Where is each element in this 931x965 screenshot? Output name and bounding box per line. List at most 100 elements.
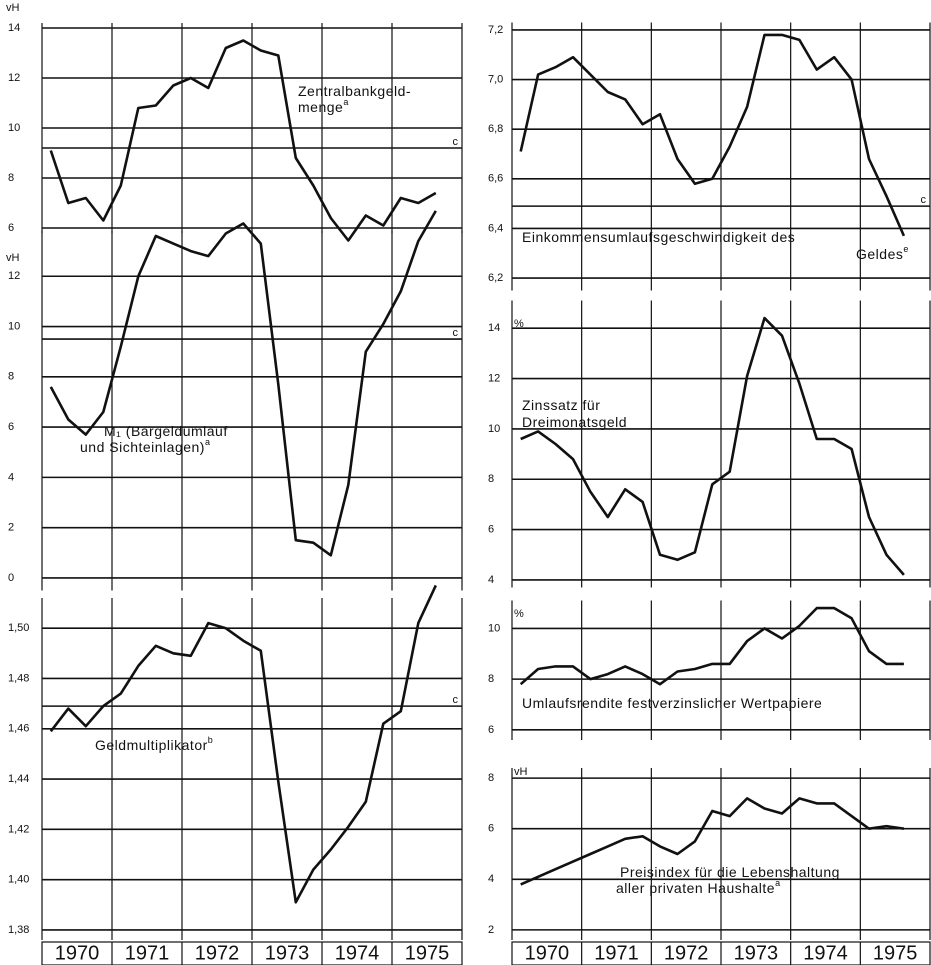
y-tick-label: 1,50 [8,622,29,634]
series-label: Umlaufsrendite festverzinslicher Wertpap… [522,695,822,711]
series-label-line: menge [298,99,343,115]
series-label-line: Umlaufsrendite festverzinslicher Wertpap… [522,695,822,711]
unit-label: % [514,318,524,330]
series-label: Zinssatz für [522,397,600,413]
y-tick-label: 12 [8,270,20,282]
reference-label: c [921,194,927,206]
footnote-mark: a [775,878,781,888]
y-tick-label: 6,2 [488,272,503,284]
y-tick-label: 2 [8,522,14,534]
series-label-line: Zentralbankgeld- [298,83,411,99]
series-label: mengea [298,97,349,114]
panel: 2 4 6 8 vH 1970 1971 1972 1973 1974 1975 Preisindex… [488,766,931,965]
x-tick-label: 1971 [125,942,170,964]
unit-label: vH [6,2,20,14]
y-tick-label: 4 [488,574,494,586]
footnote-mark: e [903,244,909,254]
y-tick-label: 12 [8,72,20,84]
line-series [520,316,905,576]
series-label-line: und Sichteinlagen) [80,439,205,455]
x-tick-label: 1970 [525,942,570,964]
y-tick-label: 10 [8,320,20,332]
series-label-line: Geldes [856,246,903,262]
y-tick-label: 1,38 [8,924,29,936]
panel: 1,38 1,40 1,42 1,44 1,46 1,48 1,50 c 1970 1971 197… [8,584,463,965]
x-tick-label: 1975 [873,942,918,964]
y-tick-label: 1,44 [8,773,29,785]
y-tick-label: 12 [488,372,500,384]
reference-label: c [453,694,459,706]
series-label-line: Geldmultiplikator [95,737,208,753]
y-tick-label: 6 [8,222,14,234]
series-label-line: M₁ (Bargeldumlauf [104,423,228,439]
series-label-line: Zinssatz für [522,397,600,413]
y-tick-label: 6 [488,724,494,736]
line-series [519,606,904,686]
footnote-mark: a [205,437,211,447]
series-label: Zentralbankgeld- [298,83,411,99]
y-tick-label: 10 [488,622,500,634]
footnote-mark: a [343,97,349,107]
y-tick-label: 8 [8,371,14,383]
y-tick-label: 7,2 [488,24,503,36]
y-tick-label: 2 [488,924,494,936]
panel: 6,2 6,4 6,6 6,8 7,0 7,2 c Einkommensumlaufsgesc… [488,22,931,291]
y-tick-label: 8 [488,673,494,685]
x-tick-label: 1974 [335,942,380,964]
y-tick-label: 1,48 [8,672,29,684]
y-tick-label: 1,40 [8,874,29,886]
line-series [49,210,437,557]
line-series [49,584,437,904]
series-label-line: Preisindex für die Lebenshaltung [620,864,840,880]
y-tick-label: 10 [488,423,500,435]
reference-label: c [453,327,459,339]
series-label: und Sichteinlagen)a [80,437,211,454]
series-label: aller privaten Haushaltea [616,878,781,895]
series-label: Einkommensumlaufsgeschwindigkeit des [522,229,795,245]
series-label: Preisindex für die Lebenshaltung [620,864,840,880]
y-tick-label: 1,46 [8,723,29,735]
y-tick-label: 0 [8,572,14,584]
y-tick-label: 6 [8,421,14,433]
panel: 6 8 10% Umlaufsrendite festverzinslicher We… [488,600,931,740]
line-series [49,39,437,242]
y-tick-label: 1,42 [8,823,29,835]
y-tick-label: 8 [488,772,494,784]
series-label-line: Einkommensumlaufsgeschwindigkeit des [522,229,795,245]
x-tick-label: 1972 [195,942,240,964]
y-tick-label: 6 [488,823,494,835]
y-tick-label: 10 [8,122,20,134]
footnote-mark: b [208,735,214,745]
y-tick-label: 4 [488,873,494,885]
series-label: Geldese [856,244,909,261]
series-label: Geldmultiplikatorb [95,735,213,752]
x-tick-label: 1973 [265,942,310,964]
y-tick-label: 8 [488,473,494,485]
x-tick-label: 1970 [55,942,100,964]
series-label-line: Dreimonatsgeld [522,414,627,430]
series-label: M₁ (Bargeldumlauf [104,423,228,439]
unit-label: vH [6,252,20,264]
y-tick-label: 8 [8,172,14,184]
line-series [520,797,905,886]
y-tick-label: 7,0 [488,73,503,85]
panel: 6 8 10 12 14 vH c Zentralbankgeld-mengea [6,2,463,242]
series-label: Dreimonatsgeld [522,414,627,430]
y-tick-label: 14 [8,22,20,34]
x-tick-label: 1975 [405,942,450,964]
x-tick-label: 1972 [664,942,709,964]
y-tick-label: 6,8 [488,123,503,135]
unit-label: vH [514,766,528,778]
x-tick-label: 1971 [594,942,639,964]
unit-label: % [514,608,524,620]
y-tick-label: 6,4 [488,222,503,234]
y-tick-label: 6,6 [488,173,503,185]
reference-label: c [453,136,459,148]
line-series [519,33,906,237]
y-tick-label: 6 [488,524,494,536]
y-tick-label: 14 [488,322,500,334]
y-tick-label: 4 [8,471,14,483]
series-label-line: aller privaten Haushalte [616,880,775,896]
